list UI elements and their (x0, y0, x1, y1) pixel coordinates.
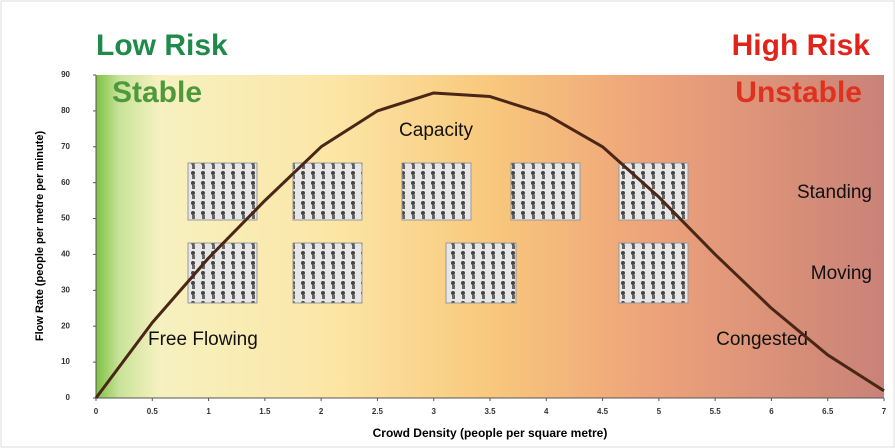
annotation: Congested (716, 329, 808, 350)
risk-label: Low Risk (96, 29, 228, 62)
x-tick-label: 3 (431, 407, 436, 416)
x-tick-label: 1.5 (259, 407, 271, 416)
annotation: Standing (797, 182, 872, 203)
y-tick-label: 0 (66, 393, 71, 402)
x-tick-label: 3.5 (484, 407, 496, 416)
x-tick-label: 5.5 (710, 407, 722, 416)
plot-background (96, 75, 884, 398)
icon (187, 162, 258, 221)
y-tick-label: 30 (61, 285, 70, 294)
x-tick-label: 4.5 (597, 407, 609, 416)
risk-label: Stable (112, 76, 202, 109)
icon (187, 242, 258, 304)
annotation: Free Flowing (148, 329, 258, 350)
x-tick-label: 4 (544, 407, 549, 416)
x-tick-label: 0.5 (147, 407, 159, 416)
risk-label: Unstable (735, 76, 862, 109)
icon (401, 162, 472, 221)
annotation: Capacity (399, 120, 473, 141)
flow-curve (94, 91, 885, 399)
x-tick-label: 7 (882, 407, 887, 416)
y-tick-label: 70 (61, 142, 70, 151)
y-tick-label: 10 (61, 357, 70, 366)
x-tick-label: 1 (206, 407, 211, 416)
x-tick-label: 0 (94, 407, 99, 416)
y-tick-label: 90 (61, 70, 70, 79)
y-tick-label: 20 (61, 321, 70, 330)
y-tick-label: 40 (61, 250, 70, 259)
icon (618, 242, 689, 304)
x-tick-label: 2 (319, 407, 324, 416)
annotation: Moving (811, 263, 872, 284)
icon (510, 162, 581, 221)
x-tick-label: 5 (657, 407, 662, 416)
crowd-icons (187, 162, 689, 304)
y-tick-label: 80 (61, 106, 70, 115)
icon (445, 242, 517, 304)
y-tick-label: 50 (61, 214, 70, 223)
x-axis-label: Crowd Density (people per square metre) (373, 426, 608, 440)
y-tick-label: 60 (61, 178, 70, 187)
x-tick-label: 6.5 (822, 407, 834, 416)
x-tick-label: 2.5 (372, 407, 384, 416)
y-axis-label: Flow Rate (people per metre per minute) (34, 131, 46, 342)
icon (292, 162, 363, 221)
icon (292, 242, 363, 304)
x-tick-label: 6 (769, 407, 774, 416)
risk-label: High Risk (732, 29, 871, 62)
